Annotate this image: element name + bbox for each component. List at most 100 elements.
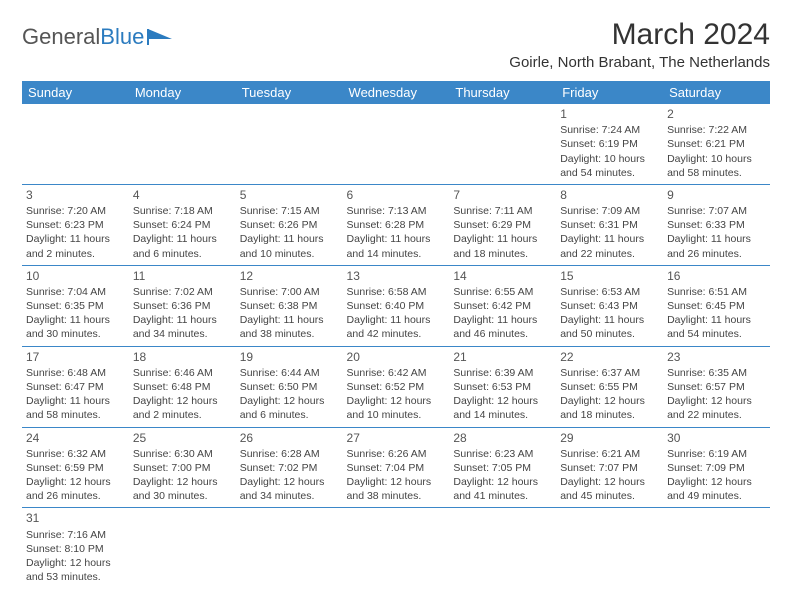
daylight-text: Daylight: 12 hours and 41 minutes. xyxy=(453,475,552,503)
calendar-cell xyxy=(129,508,236,588)
daylight-text: Daylight: 12 hours and 14 minutes. xyxy=(453,394,552,422)
daylight-text: Daylight: 12 hours and 49 minutes. xyxy=(667,475,766,503)
daylight-text: Daylight: 11 hours and 22 minutes. xyxy=(560,232,659,260)
sunrise-text: Sunrise: 6:35 AM xyxy=(667,366,766,380)
day-header: Saturday xyxy=(663,81,770,104)
sunset-text: Sunset: 7:00 PM xyxy=(133,461,232,475)
calendar-cell: 18Sunrise: 6:46 AMSunset: 6:48 PMDayligh… xyxy=(129,346,236,427)
sunset-text: Sunset: 6:33 PM xyxy=(667,218,766,232)
calendar-cell xyxy=(556,508,663,588)
sunrise-text: Sunrise: 7:16 AM xyxy=(26,528,125,542)
sunrise-text: Sunrise: 7:07 AM xyxy=(667,204,766,218)
day-number: 30 xyxy=(667,430,766,446)
day-header: Sunday xyxy=(22,81,129,104)
calendar-cell: 26Sunrise: 6:28 AMSunset: 7:02 PMDayligh… xyxy=(236,427,343,508)
sunset-text: Sunset: 6:24 PM xyxy=(133,218,232,232)
daylight-text: Daylight: 11 hours and 10 minutes. xyxy=(240,232,339,260)
daylight-text: Daylight: 11 hours and 14 minutes. xyxy=(347,232,446,260)
day-number: 26 xyxy=(240,430,339,446)
sunset-text: Sunset: 6:45 PM xyxy=(667,299,766,313)
calendar-cell: 14Sunrise: 6:55 AMSunset: 6:42 PMDayligh… xyxy=(449,265,556,346)
sunrise-text: Sunrise: 6:53 AM xyxy=(560,285,659,299)
daylight-text: Daylight: 12 hours and 2 minutes. xyxy=(133,394,232,422)
daylight-text: Daylight: 11 hours and 54 minutes. xyxy=(667,313,766,341)
day-number: 18 xyxy=(133,349,232,365)
day-number: 12 xyxy=(240,268,339,284)
sunrise-text: Sunrise: 7:20 AM xyxy=(26,204,125,218)
calendar-cell: 25Sunrise: 6:30 AMSunset: 7:00 PMDayligh… xyxy=(129,427,236,508)
daylight-text: Daylight: 12 hours and 45 minutes. xyxy=(560,475,659,503)
sunrise-text: Sunrise: 7:09 AM xyxy=(560,204,659,218)
sunrise-text: Sunrise: 7:11 AM xyxy=(453,204,552,218)
calendar-cell xyxy=(236,104,343,184)
sunrise-text: Sunrise: 7:18 AM xyxy=(133,204,232,218)
logo-flag-icon xyxy=(146,27,174,47)
daylight-text: Daylight: 12 hours and 6 minutes. xyxy=(240,394,339,422)
sunset-text: Sunset: 6:52 PM xyxy=(347,380,446,394)
day-number: 17 xyxy=(26,349,125,365)
sunset-text: Sunset: 7:07 PM xyxy=(560,461,659,475)
daylight-text: Daylight: 10 hours and 54 minutes. xyxy=(560,152,659,180)
page-title: March 2024 xyxy=(612,18,770,52)
sunrise-text: Sunrise: 6:21 AM xyxy=(560,447,659,461)
day-header: Friday xyxy=(556,81,663,104)
day-number: 31 xyxy=(26,510,125,526)
sunrise-text: Sunrise: 6:19 AM xyxy=(667,447,766,461)
day-number: 29 xyxy=(560,430,659,446)
day-number: 28 xyxy=(453,430,552,446)
day-number: 14 xyxy=(453,268,552,284)
calendar-cell: 7Sunrise: 7:11 AMSunset: 6:29 PMDaylight… xyxy=(449,184,556,265)
page-subtitle: Goirle, North Brabant, The Netherlands xyxy=(22,54,770,71)
daylight-text: Daylight: 11 hours and 6 minutes. xyxy=(133,232,232,260)
day-number: 19 xyxy=(240,349,339,365)
day-number: 25 xyxy=(133,430,232,446)
sunset-text: Sunset: 6:29 PM xyxy=(453,218,552,232)
sunset-text: Sunset: 6:47 PM xyxy=(26,380,125,394)
sunset-text: Sunset: 7:05 PM xyxy=(453,461,552,475)
sunrise-text: Sunrise: 7:15 AM xyxy=(240,204,339,218)
sunset-text: Sunset: 6:36 PM xyxy=(133,299,232,313)
sunrise-text: Sunrise: 6:32 AM xyxy=(26,447,125,461)
sunrise-text: Sunrise: 6:46 AM xyxy=(133,366,232,380)
sunrise-text: Sunrise: 6:30 AM xyxy=(133,447,232,461)
calendar-cell: 1Sunrise: 7:24 AMSunset: 6:19 PMDaylight… xyxy=(556,104,663,184)
sunrise-text: Sunrise: 6:23 AM xyxy=(453,447,552,461)
calendar-cell: 24Sunrise: 6:32 AMSunset: 6:59 PMDayligh… xyxy=(22,427,129,508)
calendar-cell: 4Sunrise: 7:18 AMSunset: 6:24 PMDaylight… xyxy=(129,184,236,265)
sunrise-text: Sunrise: 7:13 AM xyxy=(347,204,446,218)
daylight-text: Daylight: 11 hours and 26 minutes. xyxy=(667,232,766,260)
calendar-cell: 20Sunrise: 6:42 AMSunset: 6:52 PMDayligh… xyxy=(343,346,450,427)
calendar-cell: 23Sunrise: 6:35 AMSunset: 6:57 PMDayligh… xyxy=(663,346,770,427)
sunset-text: Sunset: 6:19 PM xyxy=(560,137,659,151)
calendar-cell: 31Sunrise: 7:16 AMSunset: 8:10 PMDayligh… xyxy=(22,508,129,588)
sunrise-text: Sunrise: 7:04 AM xyxy=(26,285,125,299)
daylight-text: Daylight: 12 hours and 26 minutes. xyxy=(26,475,125,503)
sunrise-text: Sunrise: 6:51 AM xyxy=(667,285,766,299)
sunrise-text: Sunrise: 6:37 AM xyxy=(560,366,659,380)
sunrise-text: Sunrise: 6:42 AM xyxy=(347,366,446,380)
daylight-text: Daylight: 11 hours and 42 minutes. xyxy=(347,313,446,341)
day-number: 3 xyxy=(26,187,125,203)
sunrise-text: Sunrise: 7:24 AM xyxy=(560,123,659,137)
day-number: 11 xyxy=(133,268,232,284)
sunset-text: Sunset: 6:40 PM xyxy=(347,299,446,313)
daylight-text: Daylight: 12 hours and 18 minutes. xyxy=(560,394,659,422)
calendar-cell xyxy=(129,104,236,184)
calendar-cell xyxy=(22,104,129,184)
calendar-cell: 30Sunrise: 6:19 AMSunset: 7:09 PMDayligh… xyxy=(663,427,770,508)
calendar-cell: 12Sunrise: 7:00 AMSunset: 6:38 PMDayligh… xyxy=(236,265,343,346)
calendar-cell: 2Sunrise: 7:22 AMSunset: 6:21 PMDaylight… xyxy=(663,104,770,184)
calendar-cell: 11Sunrise: 7:02 AMSunset: 6:36 PMDayligh… xyxy=(129,265,236,346)
day-number: 5 xyxy=(240,187,339,203)
day-number: 24 xyxy=(26,430,125,446)
calendar-cell: 13Sunrise: 6:58 AMSunset: 6:40 PMDayligh… xyxy=(343,265,450,346)
daylight-text: Daylight: 12 hours and 22 minutes. xyxy=(667,394,766,422)
calendar-cell xyxy=(449,508,556,588)
calendar-cell: 17Sunrise: 6:48 AMSunset: 6:47 PMDayligh… xyxy=(22,346,129,427)
calendar-table: SundayMondayTuesdayWednesdayThursdayFrid… xyxy=(22,81,770,588)
sunset-text: Sunset: 6:42 PM xyxy=(453,299,552,313)
sunrise-text: Sunrise: 6:58 AM xyxy=(347,285,446,299)
sunset-text: Sunset: 6:59 PM xyxy=(26,461,125,475)
calendar-cell: 22Sunrise: 6:37 AMSunset: 6:55 PMDayligh… xyxy=(556,346,663,427)
calendar-cell: 5Sunrise: 7:15 AMSunset: 6:26 PMDaylight… xyxy=(236,184,343,265)
